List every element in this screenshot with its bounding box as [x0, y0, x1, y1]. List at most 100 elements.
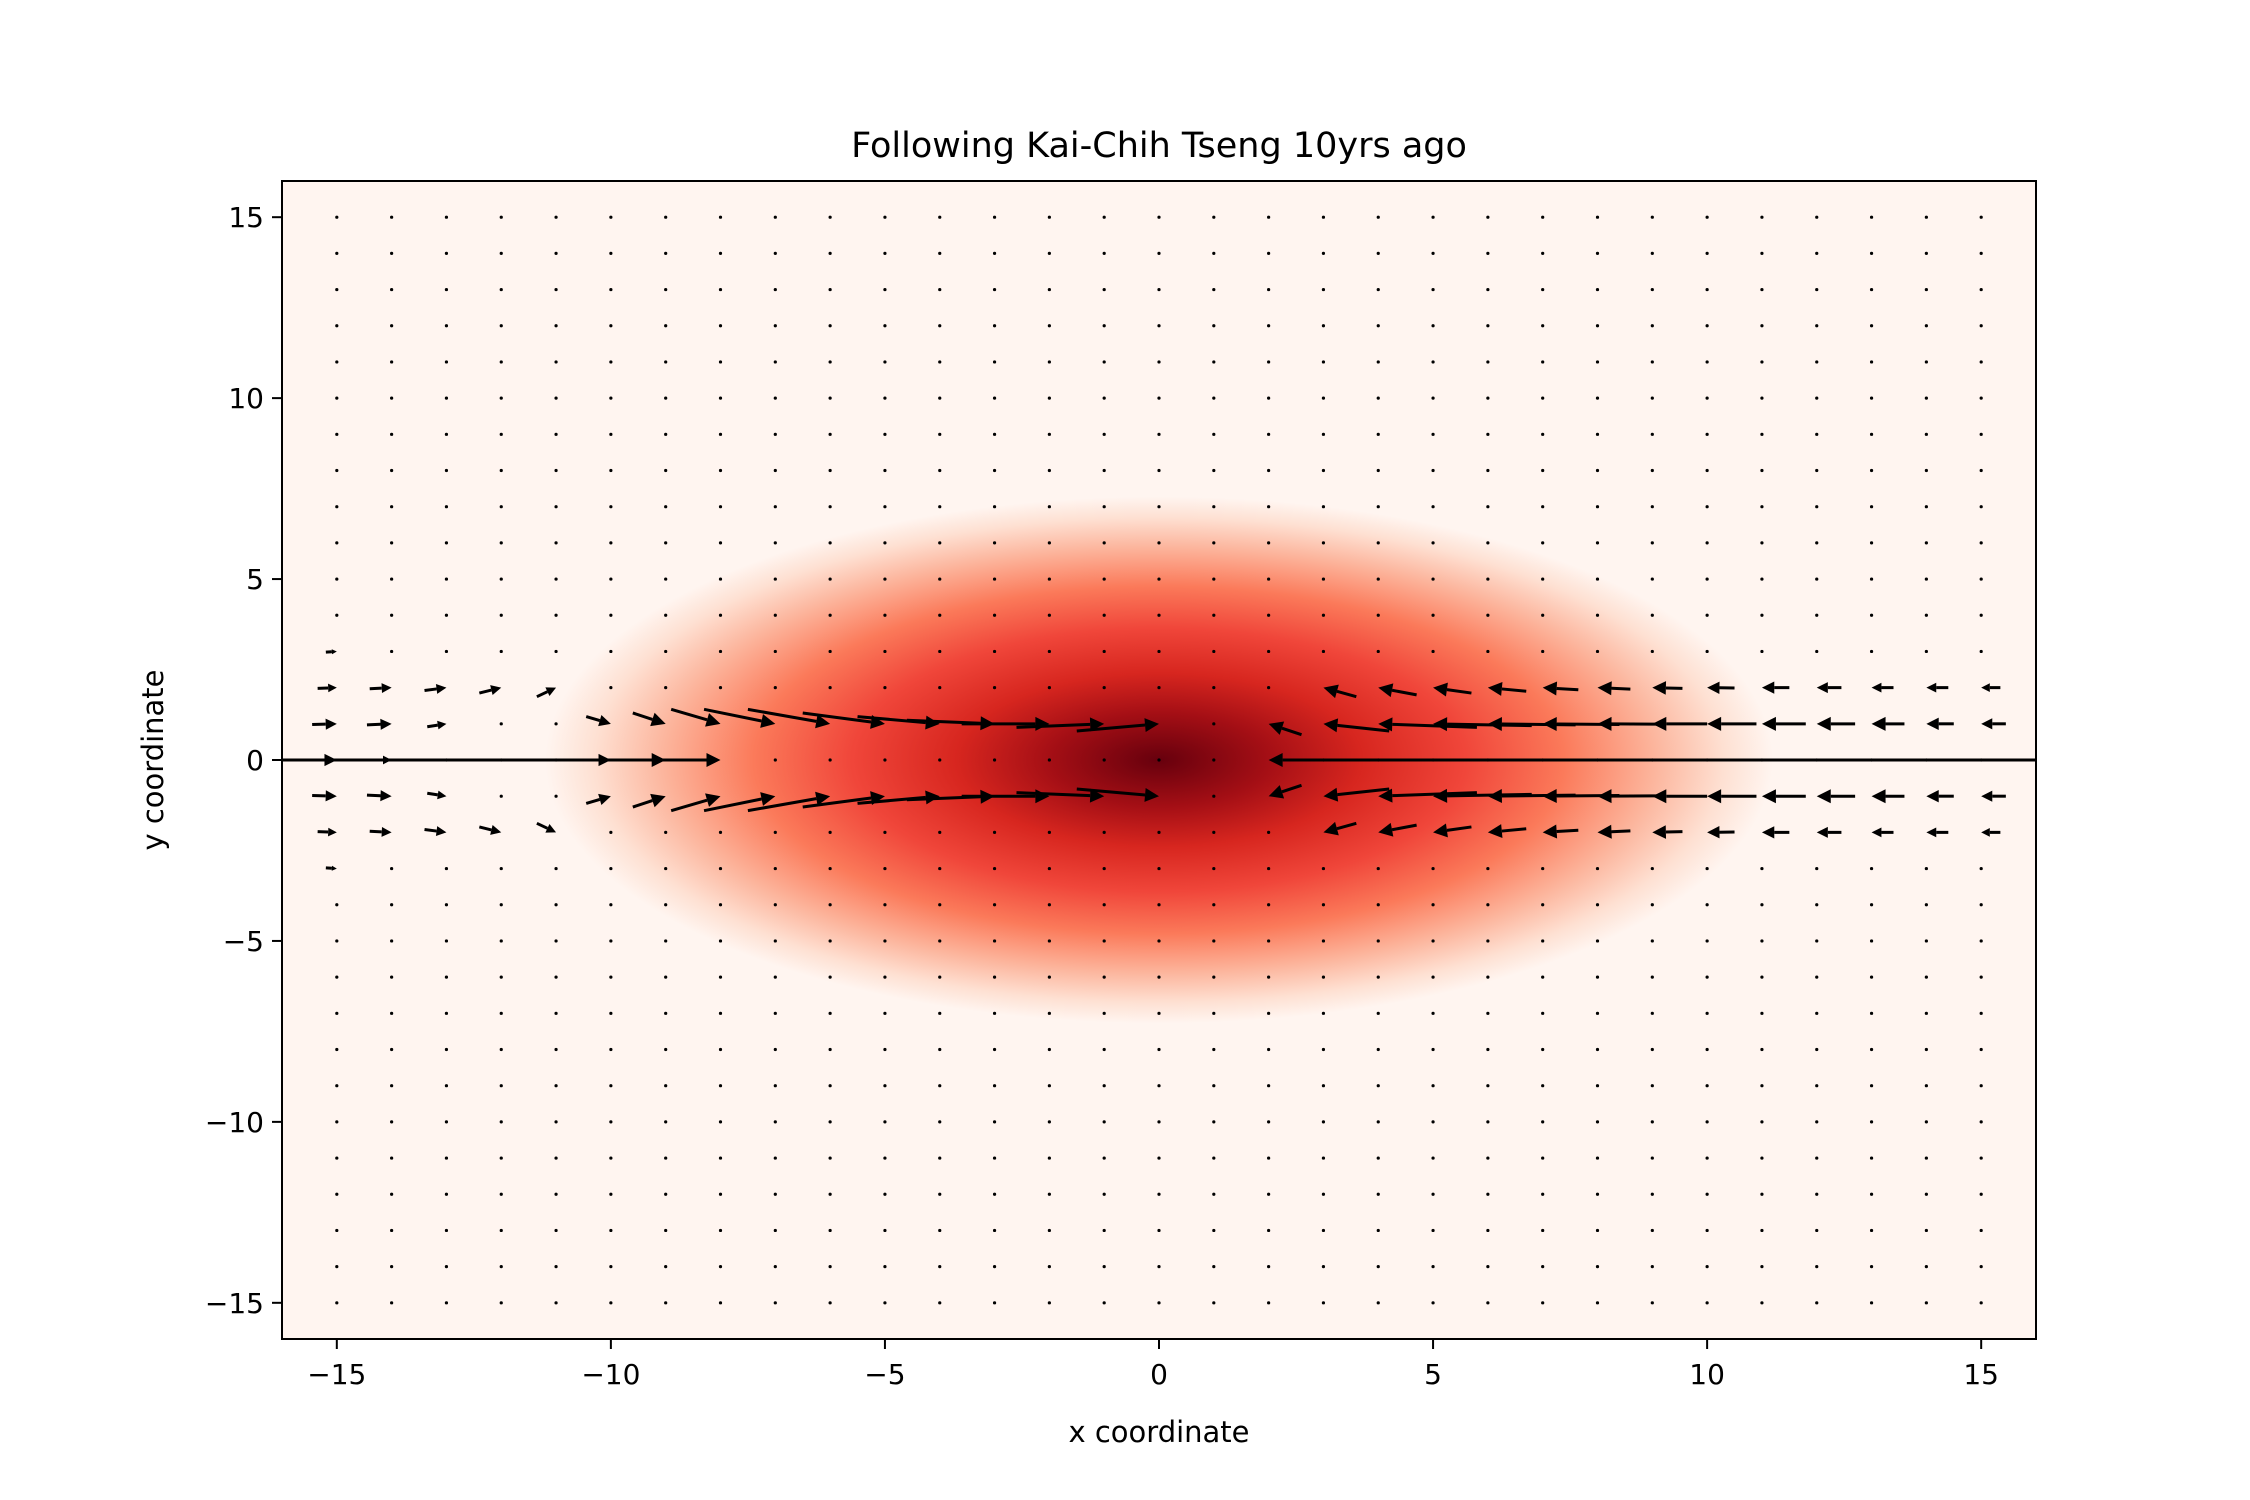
quiver-dot — [1321, 1301, 1326, 1305]
quiver-dot — [1595, 649, 1600, 654]
quiver-dot — [1595, 975, 1600, 979]
quiver-dot — [1815, 866, 1819, 871]
quiver-dot — [1650, 1011, 1654, 1015]
quiver-dot — [499, 866, 503, 871]
quiver-dot — [499, 649, 503, 654]
quiver-dot — [499, 1084, 503, 1088]
quiver-dot — [1376, 939, 1380, 943]
quiver-dot — [554, 432, 558, 436]
quiver-arrow — [1871, 682, 1894, 693]
plot-area — [282, 181, 2036, 1339]
quiver-dot — [773, 758, 777, 762]
quiver-dot — [554, 722, 558, 726]
quiver-dot — [1650, 1047, 1654, 1052]
quiver-dot — [1102, 251, 1106, 255]
quiver-dot — [883, 903, 887, 907]
quiver-dot — [718, 866, 723, 871]
quiver-arrow — [632, 711, 666, 727]
y-tick-label: 10 — [228, 382, 264, 415]
quiver-dot — [1924, 360, 1928, 364]
quiver-arrow — [1871, 827, 1894, 838]
quiver-dot — [1760, 1301, 1764, 1305]
quiver-dot — [773, 649, 777, 654]
quiver-dot — [1157, 649, 1161, 654]
quiver-arrow — [1816, 789, 1856, 804]
quiver-dot — [1376, 432, 1380, 436]
quiver-dot — [883, 324, 887, 328]
quiver-dot — [499, 360, 503, 364]
quiver-dot — [390, 541, 394, 545]
quiver-dot — [773, 613, 777, 617]
quiver-dot — [828, 468, 832, 473]
quiver-dot — [664, 830, 668, 834]
quiver-dot — [883, 541, 887, 545]
quiver-dot — [1760, 1192, 1764, 1196]
quiver-dot — [938, 541, 942, 545]
quiver-dot — [1157, 1301, 1161, 1305]
quiver-dot — [1705, 613, 1709, 617]
quiver-dot — [1541, 396, 1545, 400]
quiver-dot — [1869, 1265, 1874, 1269]
quiver-dot — [609, 686, 613, 690]
quiver-dot — [992, 613, 997, 617]
quiver-dot — [1924, 1228, 1928, 1233]
quiver-dot — [1815, 541, 1819, 545]
quiver-dot — [1212, 649, 1216, 654]
quiver-dot — [1650, 1120, 1654, 1124]
quiver-dot — [1705, 903, 1709, 907]
quiver-dot — [773, 1265, 777, 1269]
quiver-dot — [773, 432, 777, 436]
quiver-dot — [609, 1084, 613, 1088]
quiver-dot — [1924, 939, 1928, 943]
quiver-dot — [1486, 215, 1490, 219]
quiver-dot — [335, 613, 339, 617]
quiver-dot — [883, 686, 887, 690]
quiver-dot — [1157, 1265, 1161, 1269]
quiver-dot — [1869, 396, 1874, 400]
quiver-dot — [1595, 1011, 1600, 1015]
quiver-dot — [1650, 613, 1654, 617]
quiver-dot — [718, 1011, 723, 1015]
quiver-dot — [554, 541, 558, 545]
quiver-dot — [1650, 1301, 1654, 1305]
quiver-dot — [444, 215, 449, 219]
quiver-dot — [1924, 541, 1928, 545]
quiver-dot — [1650, 360, 1654, 364]
quiver-dot — [609, 866, 613, 871]
quiver-dot — [1431, 360, 1435, 364]
quiver-dot — [1486, 1084, 1490, 1088]
quiver-dot — [390, 1084, 394, 1088]
quiver-dot — [1157, 396, 1161, 400]
quiver-dot — [938, 613, 942, 617]
quiver-arrow — [1378, 788, 1477, 803]
quiver-dot — [883, 758, 887, 762]
quiver-dot — [1212, 866, 1216, 871]
quiver-dot — [1541, 251, 1545, 255]
quiver-dot — [1267, 686, 1271, 690]
quiver-dot — [1869, 251, 1874, 255]
y-tick-label: −15 — [205, 1287, 264, 1320]
quiver-dot — [1486, 541, 1490, 545]
quiver-dot — [883, 1228, 887, 1233]
quiver-dot — [1650, 903, 1654, 907]
quiver-arrow — [632, 793, 666, 809]
quiver-dot — [1212, 360, 1216, 364]
quiver-dot — [554, 649, 558, 654]
quiver-dot — [1815, 577, 1819, 581]
quiver-dot — [828, 758, 832, 762]
x-tick-label: 0 — [1150, 1358, 1168, 1391]
quiver-dot — [773, 830, 777, 834]
quiver-dot — [335, 1120, 339, 1124]
quiver-dot — [718, 1120, 723, 1124]
quiver-dot — [828, 577, 832, 581]
quiver-dot — [1431, 505, 1435, 509]
quiver-dot — [828, 360, 832, 364]
quiver-dot — [1376, 1156, 1380, 1160]
quiver-dot — [1102, 541, 1106, 545]
quiver-dot — [499, 1047, 503, 1052]
quiver-dot — [992, 903, 997, 907]
quiver-dot — [883, 468, 887, 473]
quiver-dot — [499, 251, 503, 255]
quiver-dot — [1979, 577, 1983, 581]
quiver-dot — [1267, 866, 1271, 871]
